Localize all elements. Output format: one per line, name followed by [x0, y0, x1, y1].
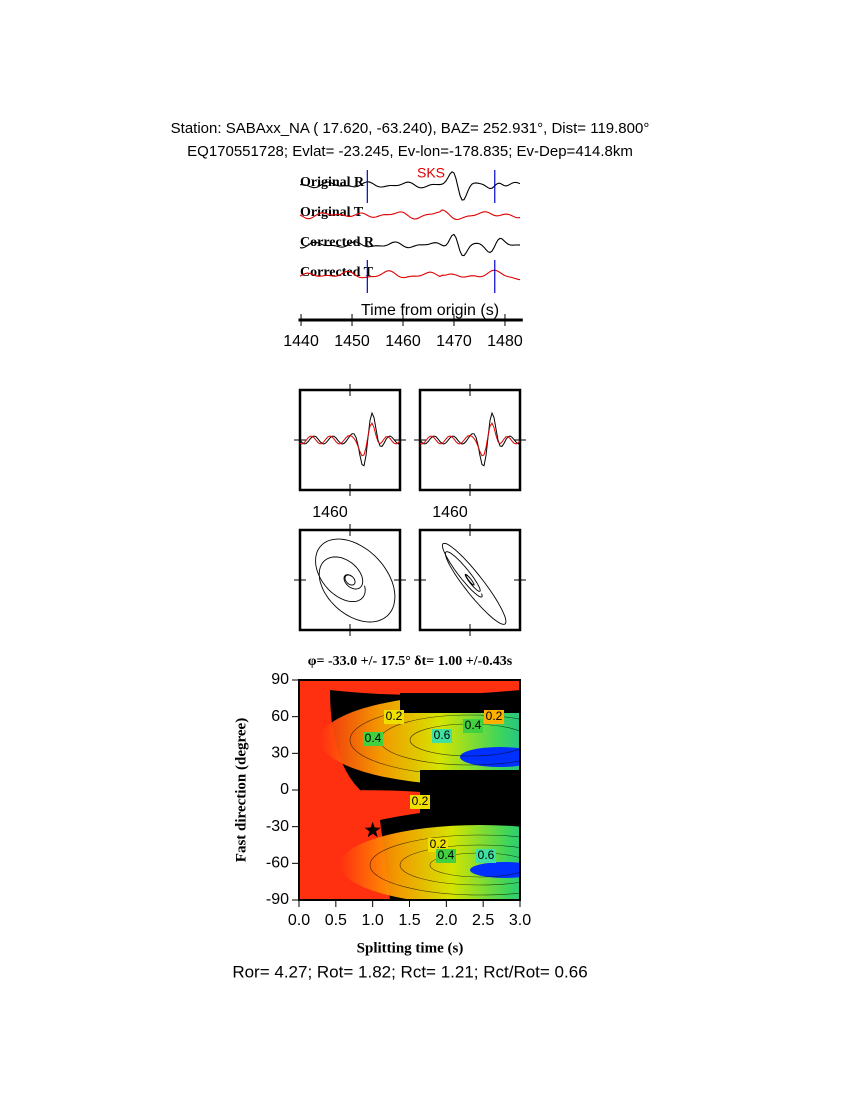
x-tick-label: 3.0	[509, 912, 531, 929]
contour-label: 0.2	[486, 709, 503, 723]
particle-motion	[442, 542, 507, 625]
x-tick-label: 1460	[385, 333, 421, 350]
contour-label: 0.6	[434, 728, 451, 742]
panel-tick-label: 1460	[312, 504, 348, 521]
trace	[299, 269, 521, 281]
waveform-panels: 1460 1460	[294, 384, 526, 636]
phase-label: SKS	[417, 165, 445, 181]
contour-label-box	[463, 719, 483, 733]
particle-motion	[315, 538, 396, 623]
contour-label: 0.4	[465, 718, 482, 732]
x-tick-label: 1.0	[362, 912, 384, 929]
contour-label: 0.4	[438, 848, 455, 862]
event-info: EQ170551728; Evlat= -23.245, Ev-lon=-178…	[187, 143, 633, 160]
panel-frame	[418, 528, 522, 632]
waveform	[299, 422, 401, 457]
trace	[299, 209, 521, 221]
y-tick-label: -30	[266, 818, 289, 835]
x-tick-label: 1440	[283, 333, 319, 350]
y-tick-label: 90	[271, 671, 289, 688]
map-region	[470, 862, 520, 878]
trace-label: Corrected R	[300, 235, 375, 250]
x-tick-label: 1470	[436, 333, 472, 350]
trace	[299, 233, 521, 257]
best-fit-star	[364, 821, 381, 838]
map-region	[340, 825, 520, 900]
contour-label-box	[428, 838, 448, 852]
contour-label-box	[363, 732, 383, 746]
y-axis-label: Fast direction (degree)	[233, 718, 249, 862]
misfit-map	[299, 680, 520, 900]
y-tick-label: 30	[271, 745, 289, 762]
x-tick-label: 1480	[487, 333, 523, 350]
contour-label: 0.2	[386, 709, 403, 723]
panel-tick-label: 1460	[432, 504, 468, 521]
map-title: φ= -33.0 +/- 17.5° δt= 1.00 +/-0.43s	[308, 654, 513, 669]
x-axis-label: Splitting time (s)	[357, 940, 464, 956]
x-axis-label: Time from origin (s)	[361, 302, 499, 319]
x-tick-label: 2.5	[472, 912, 494, 929]
waveform	[419, 422, 521, 457]
y-tick-label: -90	[266, 891, 289, 908]
y-tick-label: -60	[266, 855, 289, 872]
contour-label-box	[484, 710, 504, 724]
footer-stats: Ror= 4.27; Rot= 1.82; Rct= 1.21; Rct/Rot…	[232, 962, 587, 981]
y-tick-label: 0	[280, 781, 289, 798]
contour-label: 0.2	[412, 794, 429, 808]
contour-label-box	[436, 849, 456, 863]
map-region	[460, 747, 520, 767]
map-region	[400, 693, 520, 713]
contour-label-box	[476, 849, 496, 863]
x-tick-label: 1.5	[398, 912, 420, 929]
station-info: Station: SABAxx_NA ( 17.620, -63.240), B…	[171, 120, 650, 137]
trace-label: Original T	[300, 205, 364, 220]
trace-label: Original R	[300, 175, 365, 190]
contour-label-box	[410, 795, 430, 809]
x-tick-label: 2.0	[435, 912, 457, 929]
contour-label-box	[384, 710, 404, 724]
y-tick-label: 60	[271, 708, 289, 725]
panel-frame	[298, 528, 402, 632]
contour-label: 0.6	[478, 848, 495, 862]
contour-label: 0.2	[430, 837, 447, 851]
panel-frame	[418, 388, 522, 492]
contour-label-box	[432, 729, 452, 743]
trace	[300, 171, 521, 201]
contour-label: 0.4	[365, 731, 382, 745]
x-tick-label: 0.5	[325, 912, 347, 929]
x-tick-label: 0.0	[288, 912, 310, 929]
x-tick-label: 1450	[334, 333, 370, 350]
grid-search: φ= -33.0 +/- 17.5° δt= 1.00 +/-0.43s Spli…	[233, 654, 531, 956]
panel-frame	[298, 388, 402, 492]
